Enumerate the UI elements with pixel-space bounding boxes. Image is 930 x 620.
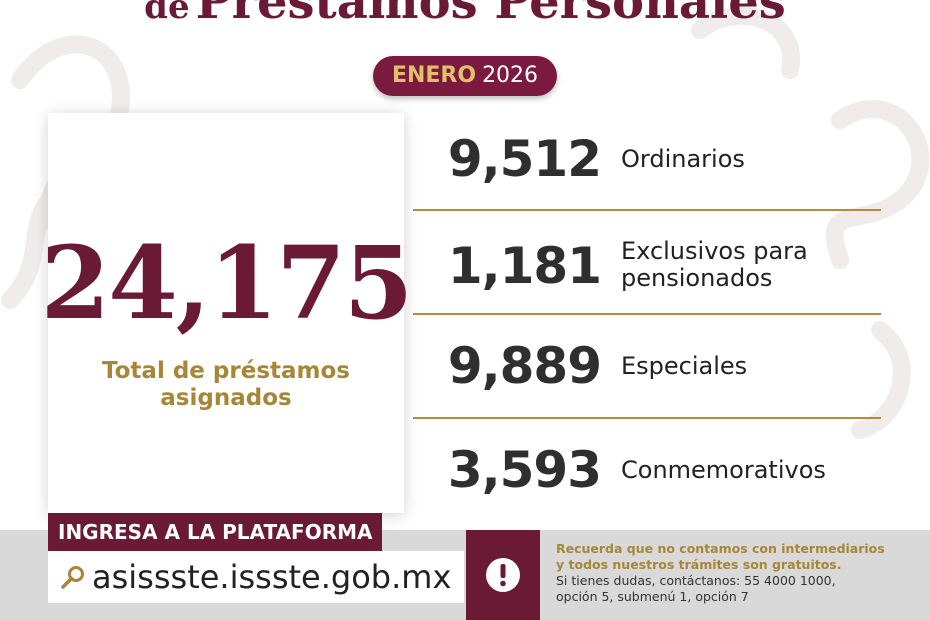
- month-badge: ENERO 2026: [373, 56, 557, 96]
- exclamation-icon: [486, 558, 520, 592]
- notice-contact-line1: Si tienes dudas, contáctanos: 55 4000 10…: [556, 573, 836, 588]
- stat-row-ordinarios: 9,512 Ordinarios: [413, 110, 881, 214]
- stat-label: Exclusivos para pensionados: [621, 238, 808, 292]
- stat-label-line1: Exclusivos para: [621, 237, 808, 265]
- stat-label: Conmemorativos: [621, 457, 826, 484]
- stat-row-conmemorativos: 3,593 Conmemorativos: [413, 421, 881, 525]
- stat-label: Especiales: [621, 353, 747, 380]
- total-label: Total de préstamos asignados: [48, 358, 404, 412]
- search-icon: [61, 566, 84, 589]
- stat-value: 1,181: [447, 237, 602, 295]
- page-title: de Préstamos Personales: [0, 0, 930, 30]
- notice-contact-line2: opción 5, submenú 1, opción 7: [556, 589, 749, 604]
- stat-value: 3,593: [447, 441, 602, 499]
- notice-warning-line1: Recuerda que no contamos con intermediar…: [556, 541, 885, 556]
- stat-label-line1: Ordinarios: [621, 145, 745, 173]
- stat-row-exclusivos: 1,181 Exclusivos para pensionados: [413, 213, 881, 317]
- total-label-line2: asignados: [160, 385, 292, 411]
- title-prefix: de: [144, 0, 190, 27]
- divider: [413, 313, 881, 315]
- notice-text: Recuerda que no contamos con intermediar…: [556, 541, 926, 605]
- month-label: ENERO: [391, 63, 477, 88]
- stat-value: 9,889: [447, 337, 602, 395]
- year-label: 2026: [482, 63, 539, 88]
- total-label-line1: Total de préstamos: [102, 358, 350, 384]
- platform-url: asissste.issste.gob.mx: [92, 558, 452, 596]
- stat-value: 9,512: [447, 130, 602, 188]
- platform-label: INGRESA A LA PLATAFORMA: [48, 513, 382, 551]
- total-card: [48, 113, 404, 513]
- divider: [413, 417, 881, 419]
- notice-warning-line2: y todos nuestros trámites son gratuitos.: [556, 557, 842, 572]
- platform-url-link[interactable]: asissste.issste.gob.mx: [48, 551, 464, 603]
- divider: [413, 209, 881, 211]
- stat-label: Ordinarios: [621, 146, 745, 173]
- stat-label-line1: Conmemorativos: [621, 456, 826, 484]
- stat-row-especiales: 9,889 Especiales: [413, 317, 881, 421]
- total-number: 24,175: [40, 224, 414, 342]
- stat-label-line2: pensionados: [621, 264, 773, 292]
- stat-label-line1: Especiales: [621, 352, 748, 380]
- alert-box: [466, 530, 540, 620]
- title-main: Préstamos Personales: [195, 0, 786, 30]
